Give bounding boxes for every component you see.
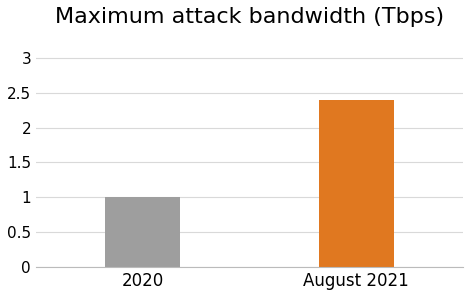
Bar xyxy=(319,100,394,267)
Title: Maximum attack bandwidth (Tbps): Maximum attack bandwidth (Tbps) xyxy=(55,7,444,27)
Bar xyxy=(105,198,180,267)
